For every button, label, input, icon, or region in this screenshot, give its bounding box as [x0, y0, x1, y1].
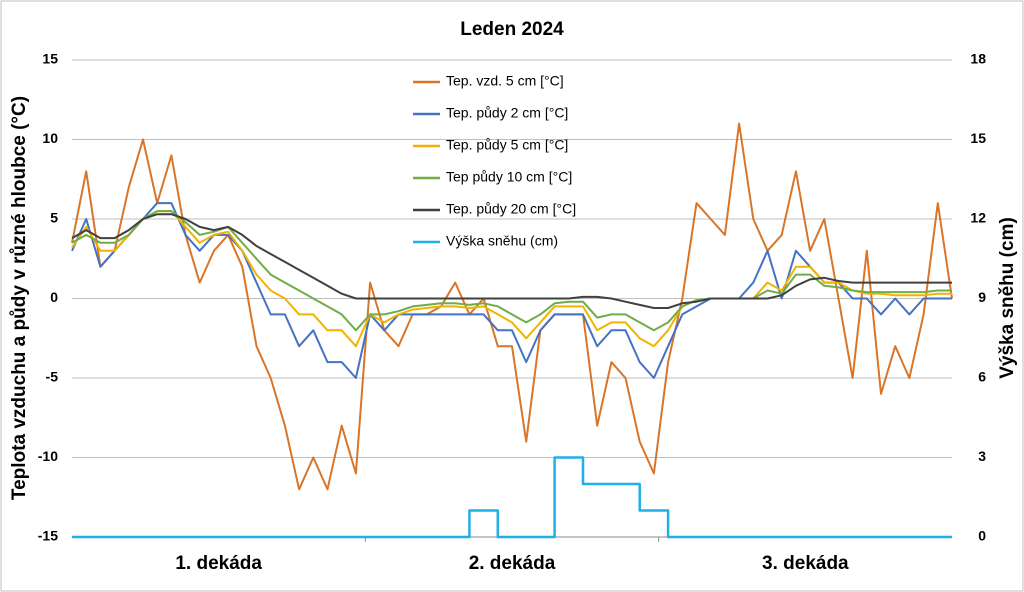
y-tick-label: 0: [50, 289, 58, 305]
legend-label: Tep. půdy 5 cm [°C]: [446, 137, 568, 153]
x-label: 2. dekáda: [469, 553, 556, 574]
y-tick-label: -5: [46, 369, 59, 385]
legend-label: Tep. půdy 2 cm [°C]: [446, 105, 568, 121]
y2-tick-label: 6: [978, 369, 986, 385]
series-line: [71, 210, 952, 348]
legend-label: Tep. půdy 20 cm [°C]: [446, 201, 576, 217]
legend-label: Výška sněhu (cm): [446, 233, 558, 249]
y2-tick-label: 18: [970, 51, 986, 67]
chart-title: Leden 2024: [460, 19, 564, 40]
series-line: [71, 122, 953, 491]
y-tick-label: -15: [38, 528, 58, 544]
legend-label: Tep půdy 10 cm [°C]: [446, 169, 572, 185]
y-tick-label: -10: [38, 448, 58, 464]
y2-axis-label: Výška sněhu (cm): [997, 217, 1018, 379]
y2-tick-label: 12: [970, 210, 986, 226]
series-line: [72, 456, 952, 539]
y2-tick-label: 0: [978, 528, 986, 544]
x-label: 3. dekáda: [762, 553, 849, 574]
y2-tick-label: 9: [978, 289, 986, 305]
y-tick-label: 15: [42, 51, 58, 67]
y-tick-label: 5: [50, 210, 58, 226]
series-line: [71, 202, 952, 379]
x-label: 1. dekáda: [175, 553, 262, 574]
series-line: [71, 210, 952, 332]
y-tick-label: 10: [42, 130, 58, 146]
series-line: [71, 213, 952, 309]
y2-tick-label: 15: [970, 130, 986, 146]
legend-label: Tep. vzd. 5 cm [°C]: [446, 73, 564, 89]
y2-tick-label: 3: [978, 448, 986, 464]
y-axis-label: Teplota vzduchu a půdy v různé hloubce (…: [9, 96, 30, 500]
